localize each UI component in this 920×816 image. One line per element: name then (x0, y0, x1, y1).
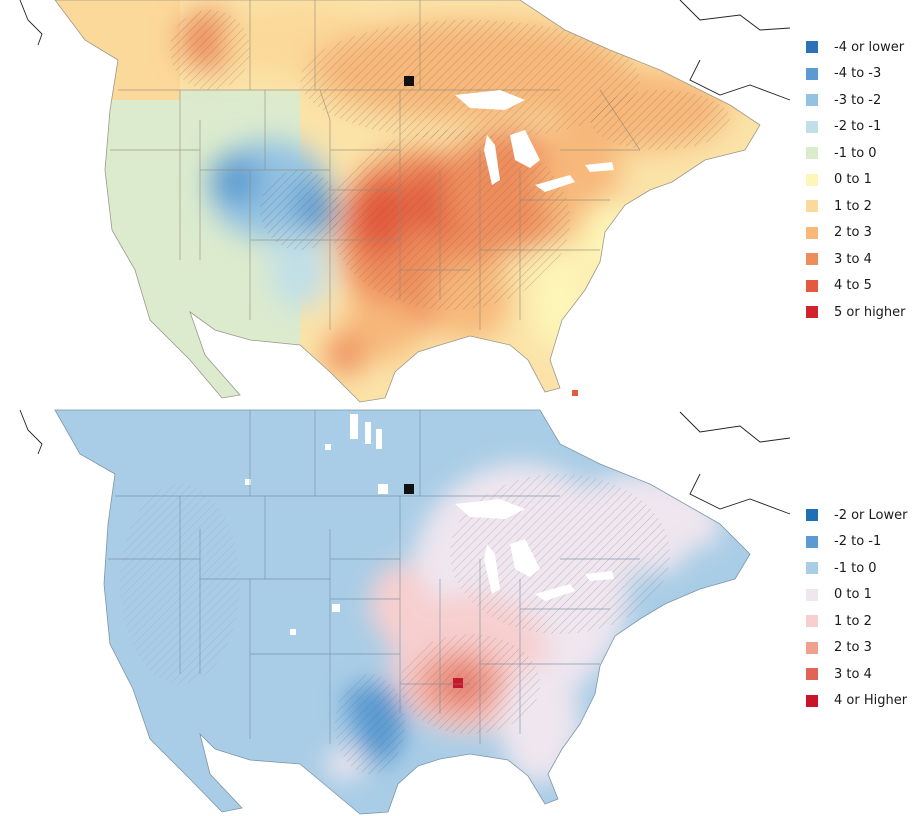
legend-swatch (806, 694, 818, 707)
legend-label: -2 or Lower (834, 507, 908, 523)
top-arctic-coast (679, 0, 791, 31)
legend-swatch (806, 588, 818, 601)
legend-label: -1 to 0 (834, 145, 877, 161)
legend-label: 1 to 2 (834, 198, 872, 214)
legend-label: 2 to 3 (834, 640, 872, 656)
legend-item: -2 to -1 (806, 529, 920, 556)
legend-swatch (806, 615, 818, 628)
legend-label: -3 to -2 (834, 92, 882, 108)
legend-swatch (806, 41, 818, 54)
legend-swatch (806, 306, 818, 319)
legend-label: -2 to -1 (834, 534, 882, 550)
legend-label: 4 to 5 (834, 278, 872, 294)
legend-swatch (806, 173, 818, 186)
top-black-marker (404, 76, 414, 86)
legend-label: 3 to 4 (834, 666, 872, 682)
legend-label: 2 to 3 (834, 225, 872, 241)
bottom-state-borders (108, 410, 640, 744)
legend-item: -3 to -2 (806, 87, 920, 114)
legend-swatch (806, 67, 818, 80)
legend-swatch (806, 94, 818, 107)
legend-swatch (806, 279, 818, 292)
legend-label: 1 to 2 (834, 613, 872, 629)
legend-swatch (806, 641, 818, 654)
bottom-west-coast (19, 409, 43, 455)
legend-label: 4 or Higher (834, 693, 908, 709)
legend-swatch (806, 509, 818, 522)
legend-item: 3 to 4 (806, 246, 920, 273)
legend-item: 4 or Higher (806, 688, 920, 715)
legend-swatch (806, 535, 818, 548)
legend-label: 0 to 1 (834, 587, 872, 603)
legend-item: 2 to 3 (806, 220, 920, 247)
top-great-lakes (455, 90, 614, 192)
legend-item: -2 to -1 (806, 114, 920, 141)
top-west-coast (19, 0, 43, 46)
legend-item: -2 or Lower (806, 502, 920, 529)
legend-swatch (806, 147, 818, 160)
bottom-black-marker (404, 484, 414, 494)
top-island-marker (572, 390, 578, 396)
bottom-arctic-coast (679, 411, 791, 443)
top-state-borders (110, 0, 641, 330)
legend-swatch (806, 668, 818, 681)
legend-label: 0 to 1 (834, 172, 872, 188)
legend-item: 4 to 5 (806, 273, 920, 300)
bottom-map-legend: -2 or Lower -2 to -1 -1 to 0 0 to 1 1 to 2 2 … (806, 502, 920, 714)
top-coastline (54, 0, 761, 403)
top-anomaly-map (0, 0, 800, 404)
legend-label: -4 or lower (834, 39, 905, 55)
legend-swatch (806, 226, 818, 239)
bottom-east-coast (689, 473, 791, 515)
legend-item: -4 or lower (806, 34, 920, 61)
legend-swatch (806, 120, 818, 133)
top-map-legend: -4 or lower -4 to -3 -3 to -2 -2 to -1 -1 to… (806, 34, 920, 326)
legend-item: 0 to 1 (806, 582, 920, 609)
top-map-land (55, 0, 760, 402)
legend-item: -4 to -3 (806, 61, 920, 88)
bottom-coastline (54, 409, 751, 815)
legend-item: 0 to 1 (806, 167, 920, 194)
top-east-coast (689, 59, 791, 101)
legend-label: 3 to 4 (834, 251, 872, 267)
legend-item: -1 to 0 (806, 140, 920, 167)
legend-swatch (806, 200, 818, 213)
legend-label: 5 or higher (834, 304, 906, 320)
legend-item: 1 to 2 (806, 608, 920, 635)
bottom-anomaly-map (0, 404, 800, 816)
legend-swatch (806, 253, 818, 266)
bottom-great-lakes (455, 499, 614, 601)
legend-item: -1 to 0 (806, 555, 920, 582)
legend-label: -4 to -3 (834, 66, 882, 82)
legend-swatch (806, 562, 818, 575)
legend-item: 3 to 4 (806, 661, 920, 688)
legend-item: 1 to 2 (806, 193, 920, 220)
legend-label: -1 to 0 (834, 560, 877, 576)
legend-item: 5 or higher (806, 299, 920, 326)
bottom-missing-data (245, 414, 388, 635)
legend-item: 2 to 3 (806, 635, 920, 662)
legend-label: -2 to -1 (834, 119, 882, 135)
